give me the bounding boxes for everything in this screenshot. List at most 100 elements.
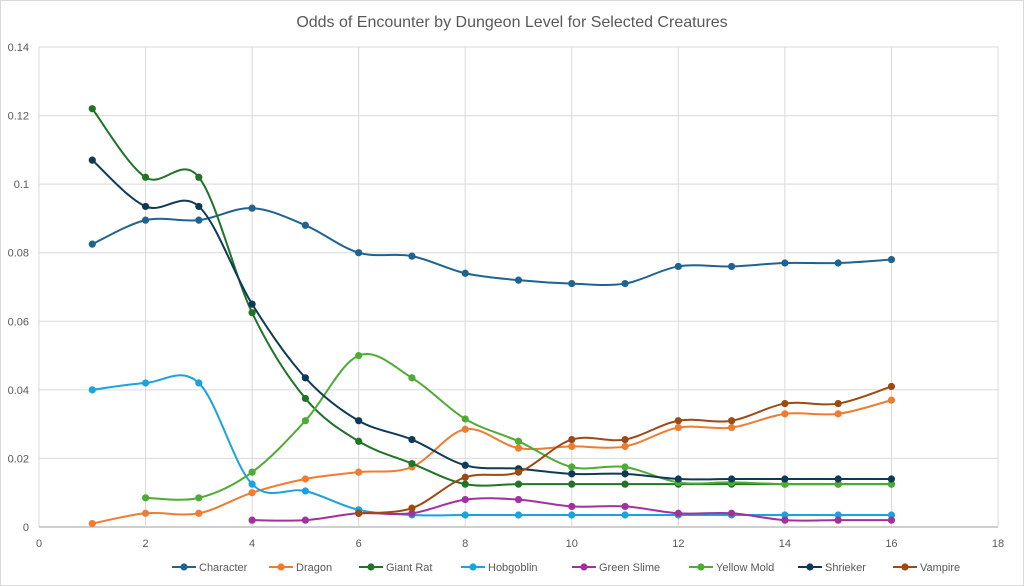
data-point-shrieker [887,475,896,483]
data-point-dragon [355,468,363,476]
y-tick-label: 0.04 [8,385,29,397]
x-tick-label: 16 [885,538,897,550]
data-point-hobgoblin [301,487,309,495]
data-point-dragon [141,509,150,517]
legend-swatch-marker [901,563,909,571]
legend-item-dragon: Dragon [269,562,332,574]
data-point-vampire [408,504,416,512]
data-point-green-slime [248,516,256,524]
y-tick-label: 0.02 [8,453,29,465]
x-tick-label: 18 [992,538,1004,550]
data-point-shrieker [781,475,789,483]
x-axis-ticks: 0 2 4 6 8 10 12 14 16 18 [36,538,1004,550]
x-tick-label: 0 [36,538,42,550]
data-point-shrieker [461,461,469,469]
data-point-yellow-mold [621,463,629,471]
legend-label: Hobgoblin [488,562,538,574]
legend-item-character: Character [172,562,248,574]
data-point-hobgoblin [461,511,469,519]
data-point-shrieker [621,470,629,478]
data-point-character [674,262,682,271]
data-point-character [728,262,736,271]
x-tick-label: 10 [566,538,578,550]
data-point-shrieker [355,417,363,425]
x-tick-label: 6 [356,538,362,550]
legend-label: Character [199,562,248,574]
data-point-shrieker [195,202,203,211]
data-point-giant-rat [195,173,203,181]
data-point-shrieker [674,475,682,483]
data-point-hobgoblin [887,511,896,519]
series-dragon [88,396,896,528]
data-point-giant-rat [568,480,576,488]
legend-label: Dragon [296,562,332,574]
x-tick-label: 12 [672,538,684,550]
data-point-hobgoblin [781,511,789,519]
series-hobgoblin [88,374,896,519]
legend-item-giant-rat: Giant Rat [359,562,432,574]
data-point-character [514,276,523,284]
data-point-hobgoblin [88,386,96,394]
data-point-shrieker [88,156,96,164]
data-point-giant-rat [88,105,96,113]
legend-label: Green Slime [599,562,660,574]
legend-swatch-marker [580,563,588,571]
chart-title: Odds of Encounter by Dungeon Level for S… [296,14,727,31]
data-point-character [355,249,363,257]
legend-swatch-marker [180,563,188,571]
x-tick-label: 14 [779,538,791,550]
data-point-yellow-mold [195,494,203,502]
data-point-shrieker [141,202,150,211]
legend-label: Giant Rat [386,562,432,574]
data-point-vampire [568,435,576,444]
data-point-vampire [461,473,469,481]
data-point-shrieker [248,300,256,308]
series-shrieker [88,156,896,483]
data-point-dragon [461,425,469,433]
data-point-character [301,221,309,229]
data-point-dragon [834,410,842,418]
data-point-hobgoblin [514,511,523,519]
data-point-character [781,259,789,267]
data-point-dragon [781,410,789,418]
data-point-giant-rat [141,173,150,181]
data-point-giant-rat [621,480,629,488]
data-point-green-slime [514,495,523,504]
legend-item-green-slime: Green Slime [572,562,660,574]
legend-swatch-marker [469,563,477,571]
legend-item-yellow-mold: Yellow Mold [689,562,774,574]
series-character [88,204,896,288]
data-point-vampire [621,435,629,444]
data-point-hobgoblin [141,379,150,387]
data-point-dragon [568,442,576,451]
data-point-green-slime [301,516,309,524]
x-tick-label: 2 [142,538,148,550]
data-point-dragon [728,423,736,432]
data-point-giant-rat [248,309,256,317]
data-point-character [195,216,203,224]
legend-item-shrieker: Shrieker [798,562,866,574]
legend-item-vampire: Vampire [893,562,960,574]
series-group [88,105,896,528]
legend-item-hobgoblin: Hobgoblin [461,562,538,574]
data-point-green-slime [674,509,682,517]
data-point-green-slime [781,516,789,524]
y-tick-label: 0.12 [8,111,29,123]
data-point-dragon [621,442,629,451]
data-point-character [887,255,896,264]
data-point-green-slime [461,495,469,504]
data-point-vampire [781,399,789,408]
data-point-dragon [514,444,523,452]
legend: Character Dragon Giant Rat Hobgoblin Green S… [172,562,960,574]
data-point-green-slime [408,509,416,517]
legend-label: Yellow Mold [716,562,774,574]
x-tick-label: 4 [249,538,255,550]
data-point-yellow-mold [301,417,309,425]
legend-swatch-marker [277,563,285,571]
data-point-character [834,259,842,267]
y-tick-label: 0.14 [8,42,29,54]
data-point-hobgoblin [621,511,629,519]
gridlines [38,46,999,528]
y-tick-label: 0.06 [8,316,29,328]
